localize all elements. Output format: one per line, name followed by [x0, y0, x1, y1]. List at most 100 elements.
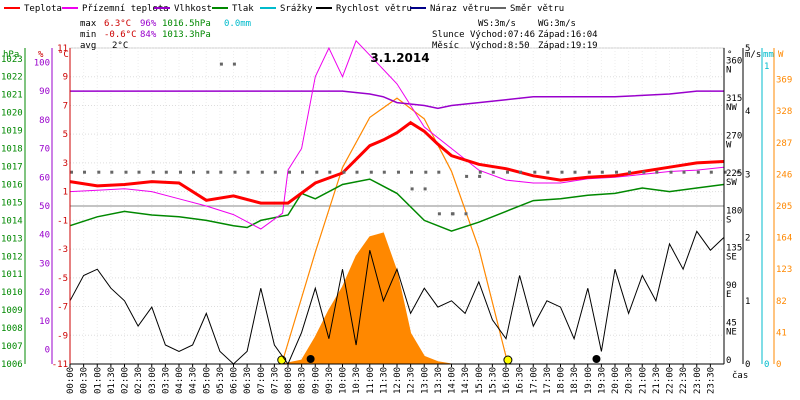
- humidity-tick-label: 70: [39, 145, 50, 155]
- temperature-tick-label: 11: [57, 44, 68, 54]
- wind-direction-dot: [369, 170, 373, 174]
- x-tick-label: 06:00: [230, 367, 240, 394]
- wind-direction-dot: [342, 170, 346, 174]
- humidity-tick-label: 30: [39, 259, 50, 269]
- moon-rise: Východ:8:50: [470, 41, 530, 51]
- wind-direction-dot: [397, 170, 400, 174]
- x-tick-label: 11:30: [379, 367, 389, 394]
- x-tick-label: 13:00: [420, 367, 430, 394]
- sunset-marker: [503, 355, 513, 365]
- wind-direction-dot: [669, 170, 673, 174]
- solar-tick-label: 369: [776, 76, 792, 86]
- wind-direction-dot: [696, 170, 700, 174]
- solar-theoretical-line: [281, 97, 509, 365]
- legend-label: Rychlost větru: [336, 4, 412, 14]
- pressure-unit: hPa: [3, 50, 19, 60]
- chart-series: [69, 39, 740, 366]
- wind-direction-dot: [219, 62, 223, 66]
- temperature-tick-label: -7: [57, 303, 68, 313]
- x-tick-label: 02:00: [121, 367, 131, 394]
- pressure-tick-label: 1021: [1, 91, 23, 101]
- temperature-unit: °C: [58, 50, 69, 60]
- pressure-tick-label: 1020: [1, 109, 23, 119]
- temperature-tick-label: -1: [57, 216, 68, 226]
- wind-direction-dot: [600, 170, 604, 174]
- pressure-tick-label: 1011: [1, 270, 23, 280]
- pressure-tick-label: 1006: [1, 360, 23, 370]
- x-tick-label: 12:00: [393, 367, 403, 394]
- temperature-tick-label: 7: [63, 101, 68, 111]
- wind-direction-dot: [410, 170, 413, 174]
- wind-direction-dot: [206, 170, 210, 174]
- stats-avg-label: avg: [80, 41, 96, 51]
- solar-measured-area: [282, 232, 452, 365]
- wind-speed-tick-label: 1: [745, 297, 750, 307]
- x-tick-label: 03:00: [148, 367, 158, 394]
- solar-tick-label: 328: [776, 107, 792, 117]
- x-tick-label: 20:00: [611, 367, 621, 394]
- stats-min-temp: -0.6°C: [104, 30, 137, 40]
- direction-unit: °: [727, 50, 732, 60]
- direction-tick-label: 135: [726, 244, 742, 254]
- wind-direction-dot: [192, 170, 195, 174]
- x-tick-label: 23:00: [693, 367, 703, 394]
- humidity-tick-label: 100: [34, 58, 50, 68]
- pressure-tick-label: 1022: [1, 73, 23, 83]
- wind-ws: WS:3m/s: [478, 19, 516, 29]
- x-tick-label: 18:30: [570, 367, 580, 394]
- rain-unit: mm: [763, 50, 774, 60]
- wind-direction-dot: [437, 212, 441, 216]
- x-tick-label: 18:00: [557, 367, 567, 394]
- pressure-tick-label: 1017: [1, 163, 23, 173]
- x-tick-label: 03:30: [161, 367, 171, 394]
- wind-direction-dot: [615, 170, 618, 174]
- direction-tick-label: 225: [726, 169, 742, 179]
- solar-tick-label: 246: [776, 170, 792, 180]
- legend-label: Přízemní teplota: [82, 4, 169, 14]
- wind-direction-dot: [110, 170, 114, 174]
- pressure-tick-label: 1008: [1, 324, 23, 334]
- temperature-line: [69, 120, 724, 205]
- x-tick-label: 13:30: [434, 367, 444, 394]
- legend-label: Směr větru: [510, 4, 564, 14]
- x-tick-label: 23:30: [706, 367, 716, 394]
- stats-max-temp: 6.3°C: [104, 19, 131, 29]
- direction-name-label: SE: [726, 253, 737, 263]
- rain-tick-label: 0: [764, 360, 769, 370]
- x-tick-label: 10:30: [352, 367, 362, 394]
- sun-label: Slunce: [432, 30, 465, 40]
- wind-direction-dot: [560, 170, 564, 174]
- x-tick-label: 21:00: [638, 367, 648, 394]
- wind-direction-dot: [478, 170, 482, 174]
- wind-speed-tick-label: 3: [745, 170, 750, 180]
- stats-max-rain: 0.0mm: [224, 19, 251, 29]
- x-tick-label: 05:00: [202, 367, 212, 394]
- wind-direction-dot: [70, 170, 73, 174]
- wind-direction-dot: [546, 170, 550, 174]
- x-tick-label: 05:30: [216, 367, 226, 394]
- stats-min-humidity: 84%: [140, 30, 157, 40]
- pressure-tick-label: 1015: [1, 198, 23, 208]
- wind-direction-dot: [642, 170, 646, 174]
- wind-speed-tick-label: 0: [745, 360, 750, 370]
- wind-direction-dot: [723, 170, 727, 174]
- x-tick-label: 07:00: [257, 367, 267, 394]
- chart-axes: 00:00 00:30 01:00 01:30 02:00 02:30 03:00 03:30…: [1, 44, 792, 394]
- temperature-tick-label: 1: [63, 188, 68, 198]
- solar-tick-label: 0: [776, 360, 781, 370]
- direction-tick-label: 90: [726, 281, 737, 291]
- wind-speed-unit: m/s: [745, 50, 761, 60]
- pressure-tick-label: 1023: [1, 55, 23, 65]
- pressure-tick-label: 1018: [1, 145, 23, 155]
- wind-direction-dot: [736, 170, 740, 174]
- direction-name-label: SW: [726, 178, 737, 188]
- temperature-tick-label: 3: [63, 159, 68, 169]
- wind-direction-dot: [97, 170, 101, 174]
- chart-info: max 6.3°C 96% 1016.5hPa 0.0mm min -0.6°C 84% 101…: [80, 19, 598, 65]
- x-tick-label: 01:00: [93, 367, 103, 394]
- wind-direction-dot: [423, 187, 427, 191]
- direction-tick-label: 180: [726, 206, 742, 216]
- wind-direction-dot: [464, 212, 468, 216]
- humidity-tick-label: 0: [45, 346, 50, 356]
- x-tick-label: 00:00: [66, 367, 76, 394]
